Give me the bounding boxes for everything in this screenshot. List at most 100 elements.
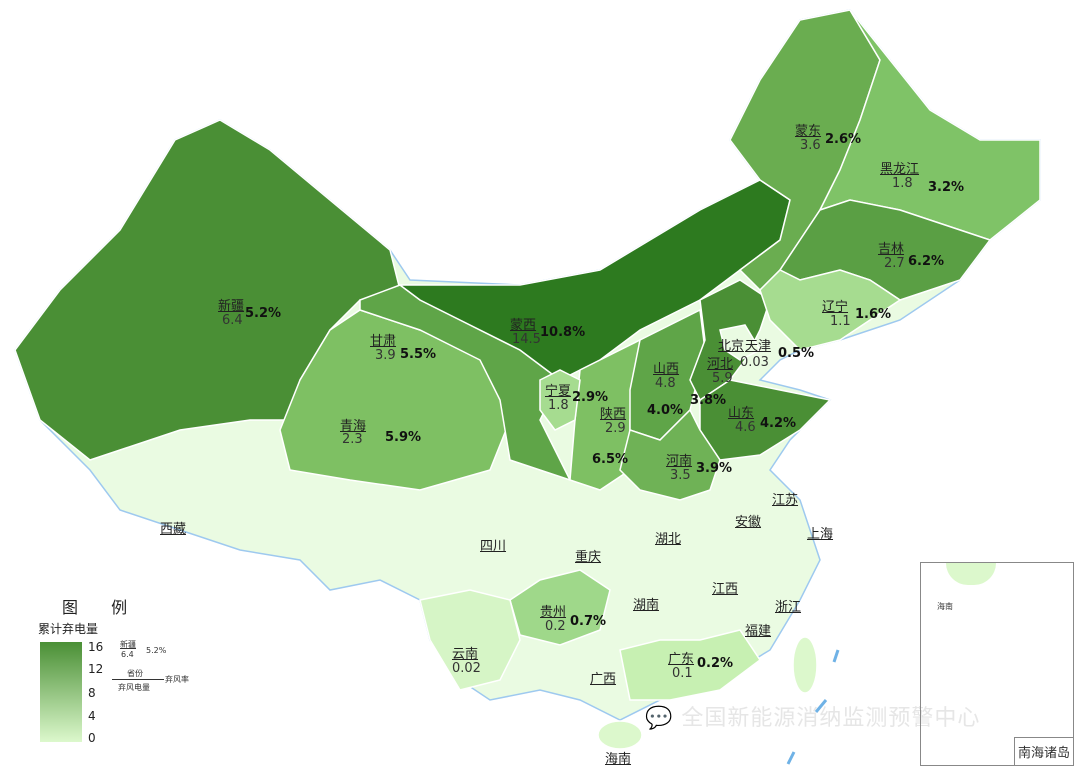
curtailment-rate-guizhou: 0.7% bbox=[570, 614, 607, 629]
curtailment-value-guizhou: 0.2 bbox=[545, 619, 566, 634]
curtailment-value-xinjiang: 6.4 bbox=[222, 313, 243, 328]
curtailment-value-shanxi: 4.8 bbox=[655, 376, 676, 391]
region-name-shanxi[interactable]: 山西 bbox=[653, 362, 680, 377]
curtailment-value-shaanxi: 2.9 bbox=[605, 421, 626, 436]
region-guizhou[interactable] bbox=[509, 569, 611, 646]
curtailment-value-mengxi: 14.5 bbox=[512, 332, 541, 347]
curtailment-value-mengdong: 3.6 bbox=[800, 138, 821, 153]
wechat-icon: 💬 bbox=[645, 706, 674, 731]
legend-key-value: 弃风电量 bbox=[118, 683, 150, 692]
region-name-jilin[interactable]: 吉林 bbox=[878, 242, 905, 257]
region-name-jiangxi[interactable]: 江西 bbox=[712, 582, 739, 597]
curtailment-rate-shanxi: 4.0% bbox=[647, 403, 684, 418]
legend-tick: 16 bbox=[88, 640, 104, 654]
curtailment-rate-jilin: 6.2% bbox=[908, 254, 945, 269]
region-name-beijing[interactable]: 北京 bbox=[718, 339, 745, 354]
legend-key-rate: 弃风率 bbox=[165, 675, 189, 684]
legend-example-rate: 5.2% bbox=[146, 646, 167, 655]
curtailment-rate-henan: 3.9% bbox=[696, 461, 733, 476]
legend-color-bar bbox=[40, 642, 82, 742]
region-name-chongqing[interactable]: 重庆 bbox=[575, 550, 602, 565]
curtailment-value-qinghai: 2.3 bbox=[342, 432, 363, 447]
region-name-ningxia[interactable]: 宁夏 bbox=[545, 384, 572, 399]
region-name-sichuan[interactable]: 四川 bbox=[480, 539, 507, 554]
region-name-tianjin[interactable]: 天津 bbox=[745, 339, 772, 354]
region-name-qinghai[interactable]: 青海 bbox=[340, 419, 367, 434]
south-china-sea-inset: 海南 南海诸岛 bbox=[920, 562, 1074, 766]
region-name-liaoning[interactable]: 辽宁 bbox=[822, 300, 849, 315]
legend-tick: 4 bbox=[88, 709, 96, 723]
legend-example-value: 6.4 bbox=[121, 650, 134, 659]
region-henan[interactable] bbox=[619, 408, 721, 501]
region-yunnan[interactable] bbox=[419, 589, 521, 691]
curtailment-rate-heilongjiang: 3.2% bbox=[928, 180, 965, 195]
legend-subtitle: 累计弃电量 bbox=[38, 622, 99, 636]
inset-label: 南海诸岛 bbox=[1013, 737, 1073, 765]
region-name-guangdong[interactable]: 广东 bbox=[668, 652, 695, 667]
region-name-yunnan[interactable]: 云南 bbox=[452, 647, 479, 662]
region-name-guizhou[interactable]: 贵州 bbox=[540, 605, 567, 620]
region-name-guangxi[interactable]: 广西 bbox=[590, 672, 617, 687]
region-guangdong[interactable] bbox=[619, 629, 762, 701]
curtailment-rate-qinghai: 5.9% bbox=[385, 430, 422, 445]
legend-tick: 12 bbox=[88, 662, 104, 676]
sea-boundary-dashes bbox=[786, 649, 840, 765]
region-name-mengxi[interactable]: 蒙西 bbox=[510, 318, 537, 333]
region-name-zhejiang[interactable]: 浙江 bbox=[775, 600, 802, 615]
curtailment-value-ningxia: 1.8 bbox=[548, 398, 569, 413]
curtailment-value-heilongjiang: 1.8 bbox=[892, 176, 913, 191]
region-liaoning[interactable] bbox=[759, 269, 902, 351]
legend-example-name: 新疆 bbox=[120, 640, 136, 649]
region-name-mengdong[interactable]: 蒙东 bbox=[795, 124, 822, 139]
legend-tick: 0 bbox=[88, 731, 96, 745]
region-name-jiangsu[interactable]: 江苏 bbox=[772, 493, 799, 508]
legend-key-line bbox=[112, 679, 164, 680]
curtailment-rate-liaoning: 1.6% bbox=[855, 307, 892, 322]
region-name-fujian[interactable]: 福建 bbox=[745, 624, 772, 639]
region-name-xinjiang[interactable]: 新疆 bbox=[218, 299, 245, 314]
region-name-heilongjiang[interactable]: 黑龙江 bbox=[880, 162, 920, 177]
region-name-shaanxi[interactable]: 陕西 bbox=[600, 407, 627, 422]
curtailment-rate-mengxi: 10.8% bbox=[540, 325, 586, 340]
legend-title: 图 例 bbox=[62, 598, 142, 617]
curtailment-rate-xinjiang: 5.2% bbox=[245, 306, 282, 321]
watermark: 💬 全国新能源消纳监测预警中心 bbox=[645, 700, 980, 732]
inset-hainan-label: 海南 bbox=[937, 602, 953, 611]
region-name-gansu[interactable]: 甘肃 bbox=[370, 334, 397, 349]
curtailment-value-shandong: 4.6 bbox=[735, 420, 756, 435]
curtailment-rate-tianjin: 0.5% bbox=[778, 346, 815, 361]
region-name-henan[interactable]: 河南 bbox=[666, 454, 693, 469]
region-ningxia[interactable] bbox=[539, 369, 581, 431]
curtailment-rate-gansu: 5.5% bbox=[400, 347, 437, 362]
curtailment-value-liaoning: 1.1 bbox=[830, 314, 851, 329]
curtailment-value-yunnan: 0.02 bbox=[452, 661, 481, 676]
curtailment-value-hebei: 5.9 bbox=[712, 371, 733, 386]
curtailment-value-jilin: 2.7 bbox=[884, 256, 905, 271]
curtailment-rate-ningxia: 2.9% bbox=[572, 390, 609, 405]
watermark-text: 全国新能源消纳监测预警中心 bbox=[681, 706, 981, 731]
region-name-shanghai[interactable]: 上海 bbox=[807, 527, 834, 542]
curtailment-value-tianjin: 0.03 bbox=[740, 355, 769, 370]
region-name-shandong[interactable]: 山东 bbox=[728, 406, 755, 421]
curtailment-value-henan: 3.5 bbox=[670, 468, 691, 483]
region-hainan[interactable] bbox=[597, 720, 643, 750]
region-name-hebei[interactable]: 河北 bbox=[707, 357, 734, 372]
region-beijing-tianjin[interactable] bbox=[719, 324, 762, 361]
curtailment-value-guangdong: 0.1 bbox=[672, 666, 693, 681]
region-name-anhui[interactable]: 安徽 bbox=[735, 515, 762, 530]
curtailment-rate-guangdong: 0.2% bbox=[697, 656, 734, 671]
region-name-hunan[interactable]: 湖南 bbox=[633, 598, 660, 613]
curtailment-rate-shaanxi: 6.5% bbox=[592, 452, 629, 467]
region-taiwan[interactable] bbox=[792, 636, 818, 694]
region-name-hainan[interactable]: 海南 bbox=[605, 752, 632, 767]
curtailment-value-gansu: 3.9 bbox=[375, 348, 396, 363]
legend-tick: 8 bbox=[88, 686, 96, 700]
curtailment-rate-mengdong: 2.6% bbox=[825, 132, 862, 147]
curtailment-rate-shandong: 4.2% bbox=[760, 416, 797, 431]
region-name-hubei[interactable]: 湖北 bbox=[655, 532, 682, 547]
inset-coast bbox=[946, 563, 996, 585]
region-name-xizang[interactable]: 西藏 bbox=[160, 522, 187, 537]
curtailment-rate-hebei: 3.8% bbox=[690, 393, 727, 408]
